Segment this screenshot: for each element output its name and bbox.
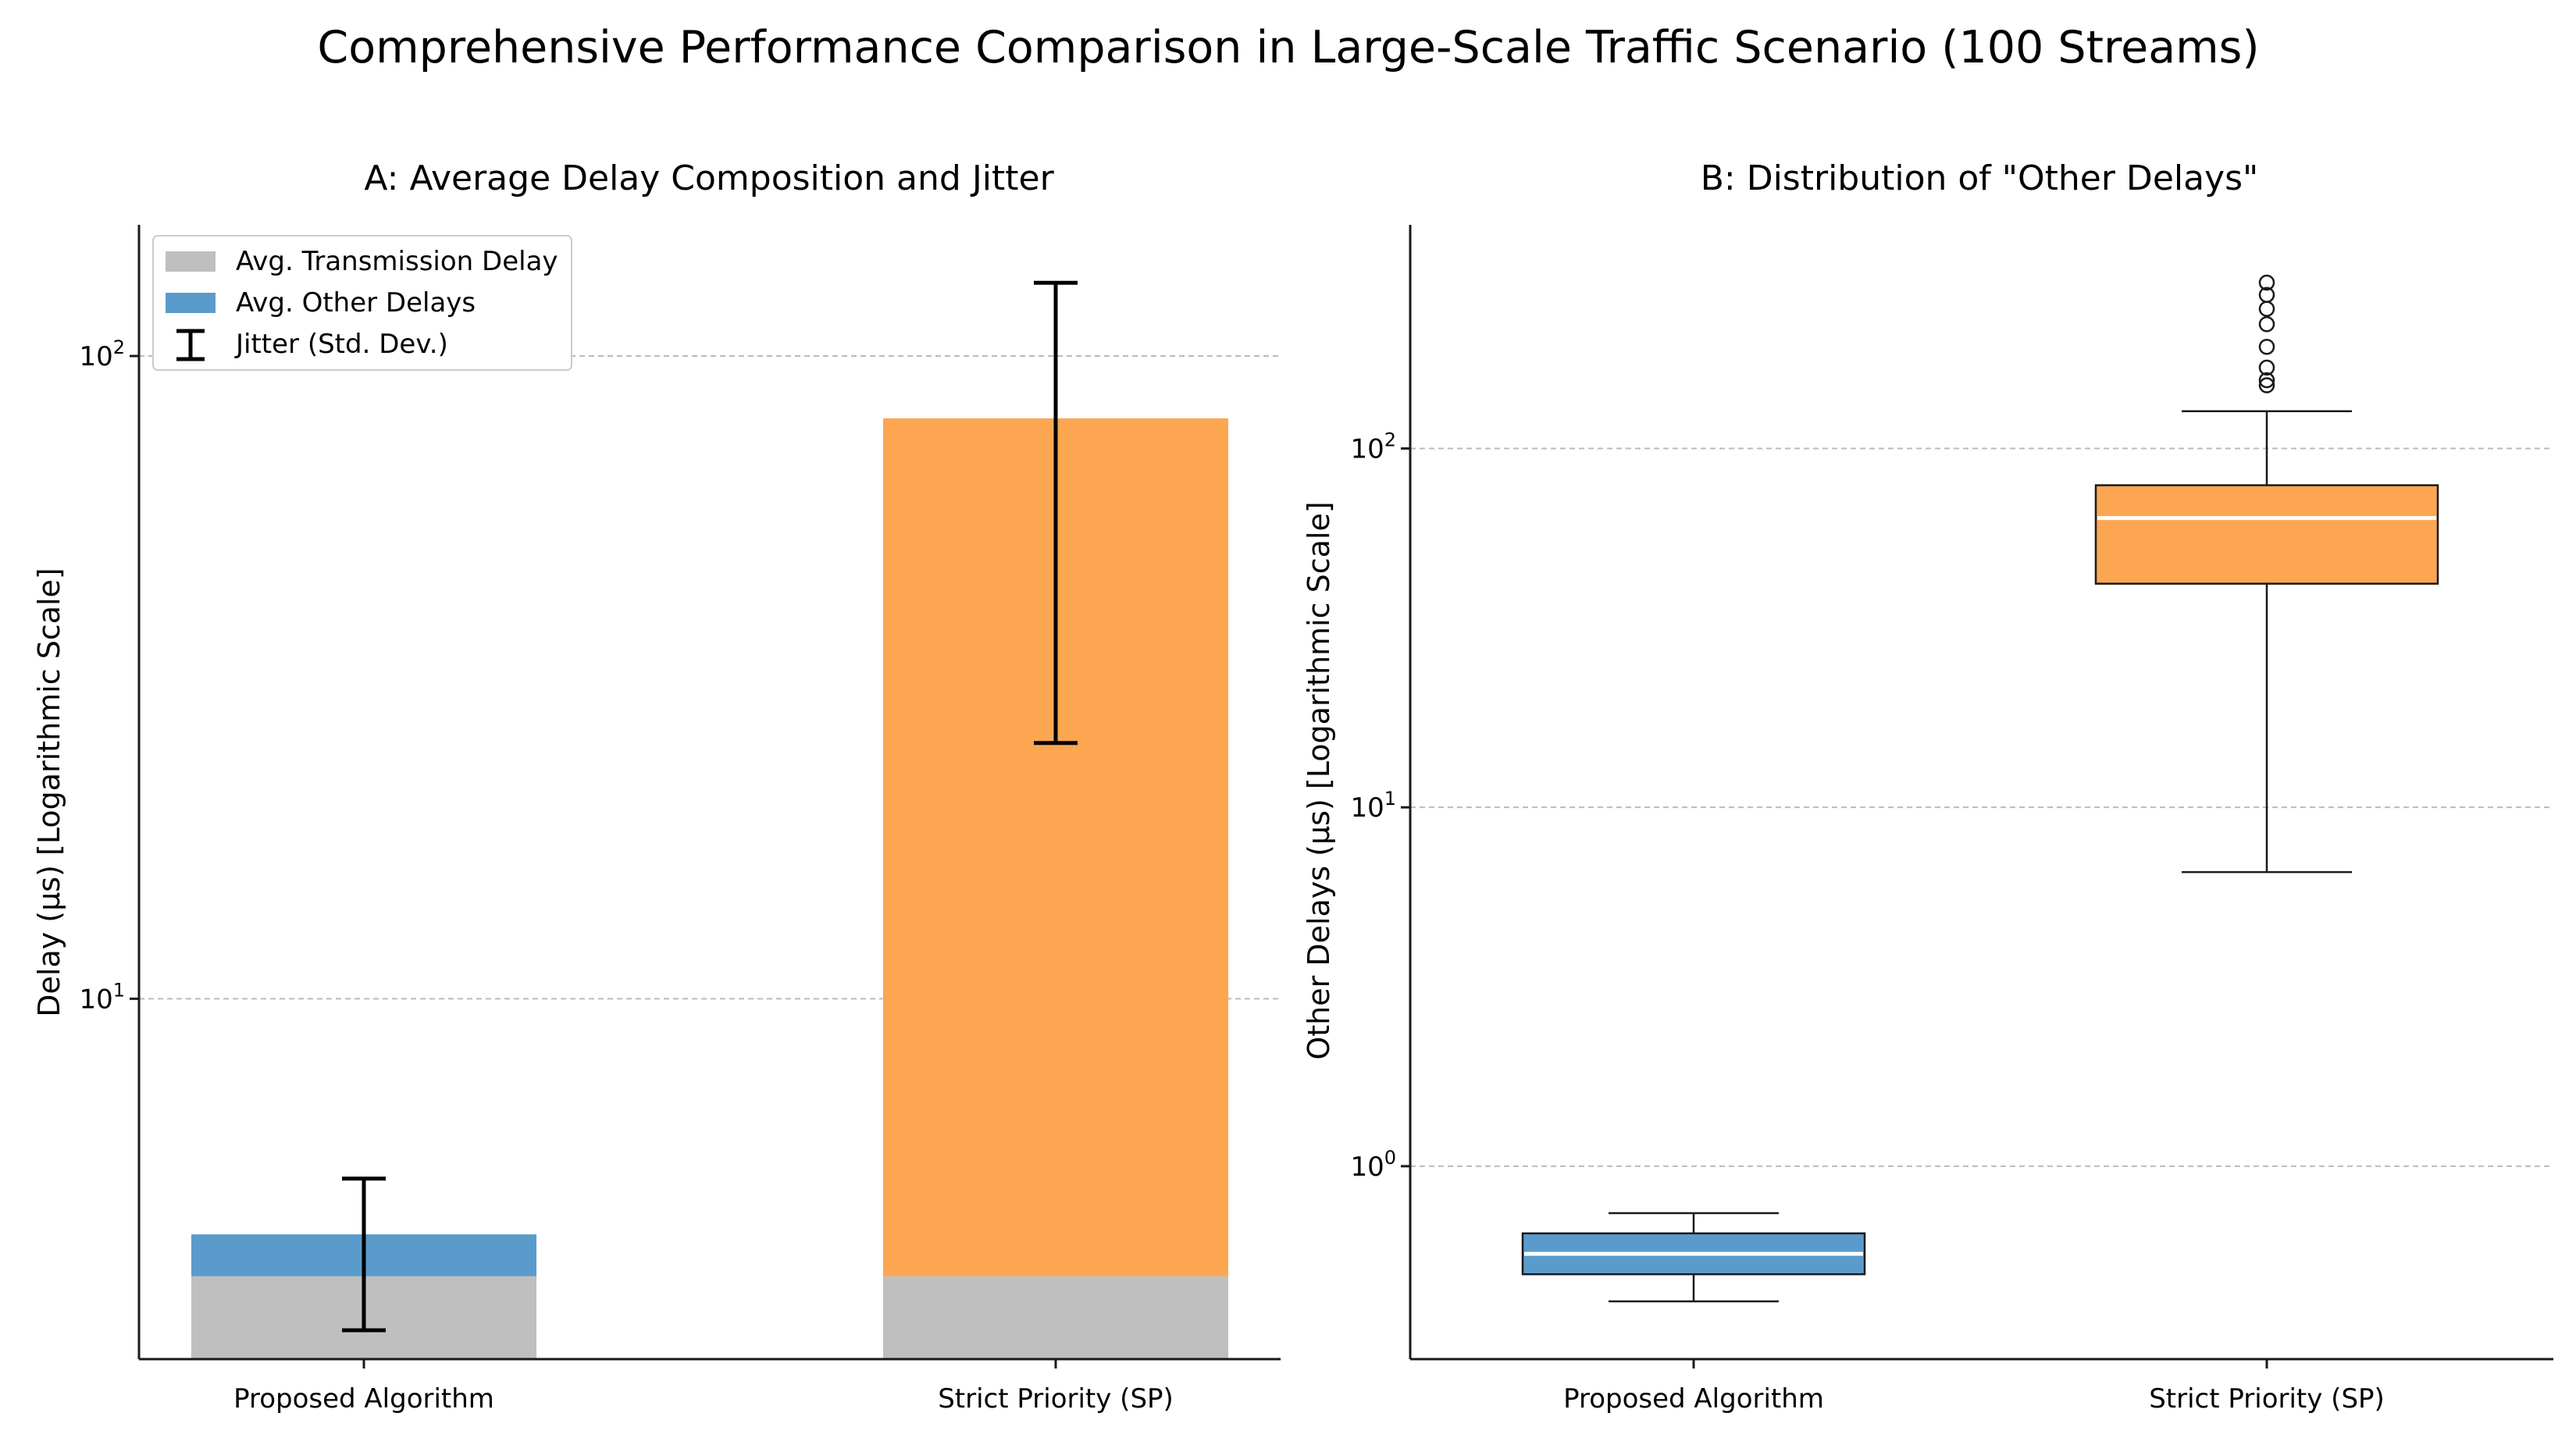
panel-a-errorbars [342, 280, 1078, 1333]
panel-b-xtick-label: Strict Priority (SP) [2149, 1383, 2385, 1415]
box-iqr-1 [2094, 484, 2439, 585]
legend-label-jitter: Jitter (Std. Dev.) [234, 329, 448, 360]
panel-b-x-ticks: Proposed Algorithm Strict Priority (SP) [1563, 1359, 2385, 1415]
panel-a-y-ticks: 101 102 [79, 336, 139, 1015]
box-outlier [2258, 287, 2275, 303]
legend-label-transmission: Avg. Transmission Delay [236, 246, 558, 277]
panel-b: B: Distribution of "Other Delays" 100 101… [1302, 158, 2553, 1415]
panel-b-ytick-label: 101 [1350, 788, 1396, 824]
panel-b-ytick-label: 100 [1350, 1147, 1396, 1183]
box-outlier [2258, 316, 2275, 333]
panel-b-y-ticks: 100 101 102 [1350, 429, 1410, 1183]
panel-b-grid [1410, 447, 2553, 1167]
legend-swatch-other-delays [166, 293, 216, 313]
box-outlier [2258, 301, 2275, 317]
box-outlier [2258, 372, 2275, 389]
panel-a-title: A: Average Delay Composition and Jitter [364, 158, 1054, 198]
figure-title: Comprehensive Performance Comparison in … [317, 22, 2259, 73]
panel-b-y-label: Other Delays (µs) [Logarithmic Scale] [1302, 501, 1336, 1059]
legend-frame [152, 235, 572, 371]
box-outlier [2258, 377, 2275, 393]
legend-swatch-transmission [166, 251, 216, 272]
legend-jitter-icon [176, 329, 205, 361]
panel-b-ytick-label: 102 [1350, 429, 1396, 464]
panel-a-ytick-label: 101 [79, 979, 125, 1015]
legend: Avg. Transmission Delay Avg. Other Delay… [152, 235, 572, 371]
panel-a-ytick-label: 102 [79, 336, 125, 372]
panel-a-x-ticks: Proposed Algorithm Strict Priority (SP) [233, 1359, 1174, 1415]
panel-b-boxes [1521, 274, 2439, 1303]
box-outlier [2258, 339, 2275, 355]
bar-transmission-1 [883, 1276, 1228, 1359]
panel-a-xtick-label: Proposed Algorithm [233, 1383, 494, 1415]
panel-a: A: Average Delay Composition and Jitter … [32, 158, 1281, 1415]
panel-b-title: B: Distribution of "Other Delays" [1701, 158, 2259, 198]
box-outlier [2258, 274, 2275, 291]
panel-a-y-label: Delay (µs) [Logarithmic Scale] [32, 568, 66, 1017]
panel-b-xtick-label: Proposed Algorithm [1563, 1383, 1824, 1415]
panel-a-xtick-label: Strict Priority (SP) [938, 1383, 1174, 1415]
box-outlier [2258, 359, 2275, 376]
legend-label-other-delays: Avg. Other Delays [236, 287, 476, 319]
panel-a-bars [191, 418, 1228, 1359]
